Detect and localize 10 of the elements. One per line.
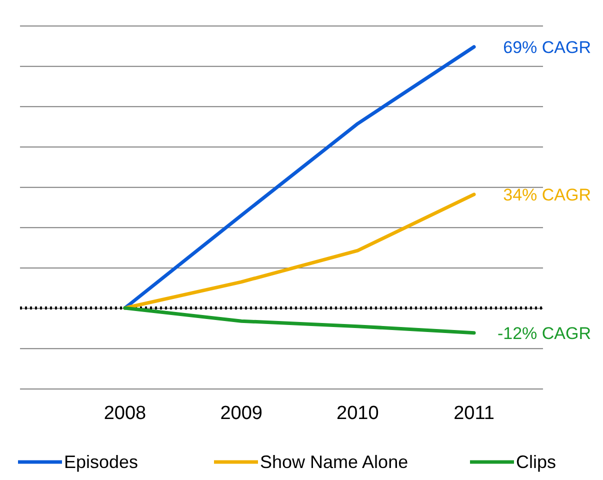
x-tick-label: 2008 — [104, 403, 146, 424]
x-tick-label: 2009 — [220, 403, 262, 424]
annotation: 69% CAGR — [503, 38, 591, 57]
legend-label: Clips — [516, 452, 556, 472]
legend-label: Episodes — [64, 452, 138, 472]
legend-label: Show Name Alone — [260, 452, 408, 472]
annotation: 34% CAGR — [503, 185, 591, 204]
annotation: -12% CAGR — [497, 324, 591, 343]
x-tick-label: 2011 — [454, 403, 494, 424]
x-tick-label: 2010 — [336, 403, 379, 424]
